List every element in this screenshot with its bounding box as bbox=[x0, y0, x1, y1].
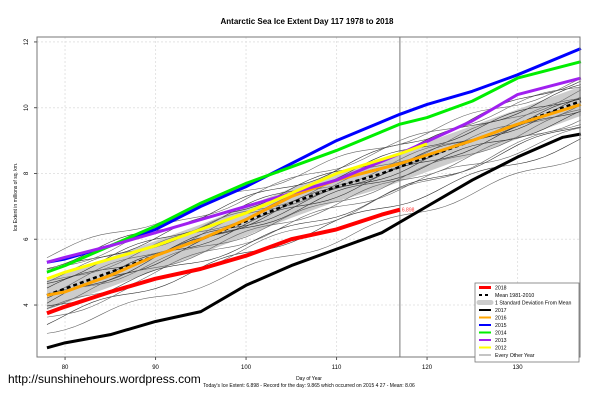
y-tick-label: 10 bbox=[24, 104, 30, 111]
plot-area bbox=[46, 37, 582, 357]
plot-frame bbox=[36, 36, 581, 358]
other-year-line bbox=[46, 109, 581, 295]
y-tick-label: 6 bbox=[24, 237, 30, 241]
legend-label: 2018 bbox=[495, 286, 507, 292]
legend-box bbox=[474, 282, 580, 363]
x-tick-label: 90 bbox=[152, 365, 159, 371]
x-tick-label: 100 bbox=[241, 365, 252, 371]
x-tick-label: 120 bbox=[422, 365, 433, 371]
other-year-line bbox=[46, 157, 582, 334]
series-line-2013 bbox=[46, 76, 582, 264]
legend-label: 2015 bbox=[495, 323, 507, 329]
series-line-2016 bbox=[46, 102, 582, 297]
other-year-line bbox=[46, 98, 581, 299]
chart-title: Antarctic Sea Ice Extent Day 117 1978 to… bbox=[221, 17, 395, 26]
legend-label: Mean 1981-2010 bbox=[495, 293, 534, 299]
y-axis-label: Ice Extent in millions of sq. km. bbox=[13, 163, 19, 232]
y-tick-label: 8 bbox=[24, 171, 30, 175]
watermark-url: http://sunshinehours.wordpress.com bbox=[8, 372, 201, 386]
y-tick-label: 12 bbox=[24, 38, 30, 45]
legend-label: 2016 bbox=[495, 316, 507, 322]
other-year-line bbox=[46, 138, 582, 325]
x-tick-label: 80 bbox=[62, 365, 69, 371]
y-tick-label: 4 bbox=[24, 303, 30, 307]
series-line-2012 bbox=[46, 142, 428, 281]
other-year-line bbox=[46, 111, 581, 295]
other-year-line bbox=[46, 104, 582, 297]
footer-text: Today's Ice Extent: 6.898 - Record for t… bbox=[203, 383, 415, 389]
legend-label: 2012 bbox=[495, 346, 507, 352]
legend-label: 1 Standard Deviation From Mean bbox=[495, 301, 572, 307]
current-value-label: 6.898 bbox=[402, 208, 415, 214]
axes: 80 90 100 110 120 130 4 6 8 10 12 bbox=[24, 38, 523, 371]
series-line-2015 bbox=[46, 47, 582, 264]
series-line-2018 bbox=[46, 207, 401, 316]
legend-label: Every Other Year bbox=[495, 353, 535, 359]
x-tick-label: 110 bbox=[332, 365, 342, 371]
other-year-line bbox=[46, 84, 581, 274]
legend-label: 2013 bbox=[495, 338, 507, 344]
other-year-line bbox=[46, 126, 581, 307]
std-dev-band bbox=[46, 86, 581, 310]
legend-label: 2017 bbox=[495, 308, 507, 314]
legend-label: 2014 bbox=[495, 331, 507, 337]
series-line-2017 bbox=[46, 132, 582, 350]
other-year-line bbox=[46, 127, 581, 310]
x-axis-label: Day of Year bbox=[296, 376, 322, 382]
x-tick-label: 130 bbox=[513, 365, 524, 371]
other-year-line bbox=[46, 110, 582, 304]
